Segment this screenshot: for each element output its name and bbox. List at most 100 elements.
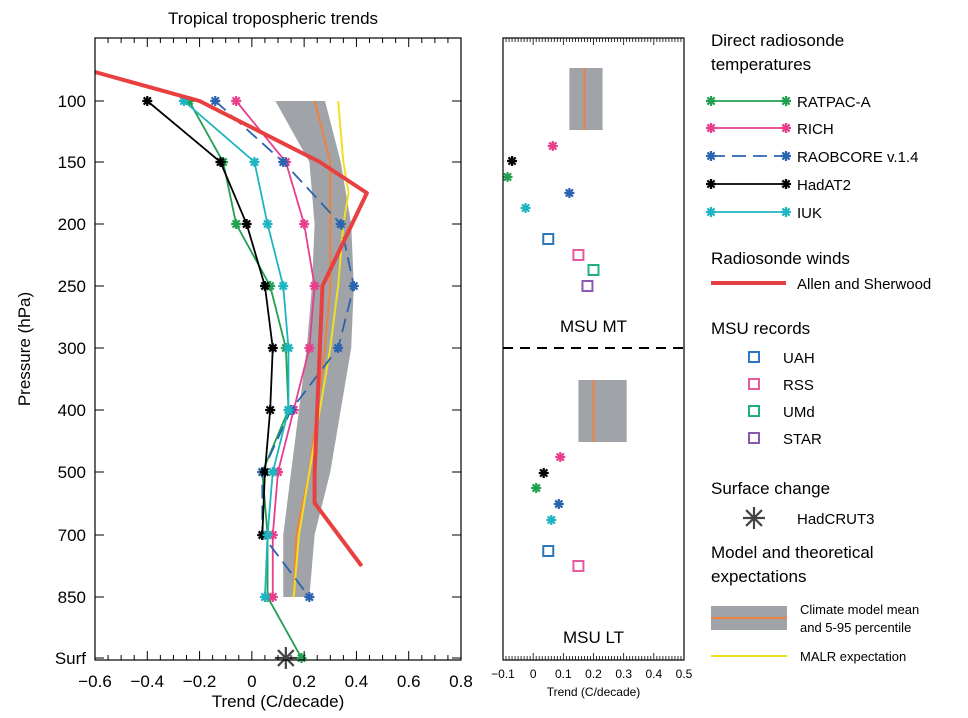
left-plot: −0.6 −0.4 −0.2 0 0.2 0.4 0.6 0.8 Trend (C/decade… — [15, 37, 473, 711]
legend-item-label: MALR expectation — [800, 649, 906, 664]
x-tick-label: 0.1 — [555, 667, 572, 681]
x-tick-label: −0.1 — [491, 667, 515, 681]
point-star-8 — [581, 280, 594, 292]
point-hadcrut3-0 — [274, 647, 297, 669]
x-axis-label: Trend (C/decade) — [212, 692, 345, 711]
plot-area — [94, 70, 369, 669]
point-iuk-7 — [262, 530, 273, 540]
point-hadat2-5 — [265, 405, 276, 415]
legend-swatch-marker — [706, 123, 716, 133]
point-raobcore-v-1-4-3 — [348, 281, 359, 291]
model-mean-line — [292, 100, 332, 598]
point-raobcore-v-1-4-8 — [304, 592, 315, 602]
legend-item-ratpac-a: RATPAC-A — [706, 94, 871, 111]
x-tick-label: 0.8 — [449, 672, 473, 691]
point-raobcore-v-1-4-3 — [564, 188, 575, 198]
point-iuk-8 — [259, 592, 270, 602]
x-tick-label: 0.2 — [585, 667, 602, 681]
point-hadat2-0 — [142, 96, 153, 106]
model-band — [569, 68, 603, 130]
legend-swatch-star — [748, 432, 760, 444]
legend-item-label: STAR — [783, 431, 822, 448]
point-iuk-1 — [249, 157, 260, 167]
legend-item-hadat2: HadAT2 — [706, 177, 851, 194]
x-tick-label: 0.5 — [676, 667, 693, 681]
x-tick-label: 0.4 — [345, 672, 369, 691]
point-iuk-4 — [546, 515, 557, 525]
legend-item-label: HadCRUT3 — [797, 511, 875, 528]
y-tick-label: 850 — [58, 588, 86, 607]
point-iuk-4 — [520, 203, 531, 213]
panel-msu-lt: MSU LT — [531, 380, 627, 647]
right-x-axis: −0.1 0 0.1 0.2 0.3 0.4 0.5 Trend (C/decade) — [491, 38, 693, 699]
point-hadat2-1 — [507, 156, 518, 166]
legend-item-rich: RICH — [706, 121, 834, 138]
point-rich-4 — [304, 343, 315, 353]
y-axis-label: Pressure (hPa) — [15, 292, 34, 406]
legend-item-label: RICH — [797, 121, 834, 138]
legend-swatch-uah — [748, 351, 760, 363]
legend-item-label-line: and 5-95 percentile — [800, 620, 911, 635]
x-tick-label: 0.6 — [397, 672, 421, 691]
legend-swatch-marker — [706, 96, 716, 106]
point-hadat2-1 — [215, 157, 226, 167]
legend-title-line: Direct radiosonde — [711, 31, 844, 50]
point-hadat2-6 — [259, 467, 270, 477]
x-tick-label: 0 — [530, 667, 537, 681]
point-rich-3 — [309, 281, 320, 291]
legend-item-iuk: IUK — [706, 205, 822, 222]
point-ratpac-a-3 — [265, 281, 276, 291]
left-plot-frame — [94, 37, 462, 661]
legend-swatch-marker — [706, 207, 716, 217]
point-ratpac-a-2 — [231, 219, 242, 229]
point-rich-7 — [267, 530, 278, 540]
legend-title-line: temperatures — [711, 55, 811, 74]
point-rich-0 — [555, 452, 566, 462]
point-raobcore-v-1-4-3 — [553, 499, 564, 509]
y-tick-label: 200 — [58, 215, 86, 234]
x-tick-label: −0.4 — [131, 672, 165, 691]
legend-swatch-marker — [781, 179, 791, 189]
x-tick-label: −0.2 — [183, 672, 217, 691]
point-rss-6 — [572, 249, 585, 261]
legend-swatch-marker — [781, 123, 791, 133]
point-raobcore-v-1-4-4 — [333, 343, 344, 353]
y-tick-label: Surf — [55, 649, 86, 668]
legend-swatch-hadcrut3 — [743, 507, 765, 529]
legend-item-label: RATPAC-A — [797, 94, 871, 111]
y-tick-label: 500 — [58, 463, 86, 482]
y-tick-label: 150 — [58, 153, 86, 172]
y-tick-label: 250 — [58, 277, 86, 296]
panel-label: MSU LT — [563, 628, 624, 647]
y-tick-label: 700 — [58, 526, 86, 545]
legend-item-label: UMd — [783, 404, 815, 421]
model-band — [275, 101, 354, 597]
legend-item-label: HadAT2 — [797, 177, 851, 194]
point-uah-5 — [542, 545, 555, 557]
series-line-allen-and-sherwood — [94, 70, 369, 568]
point-iuk-5 — [283, 405, 294, 415]
x-tick-label: 0.4 — [645, 667, 662, 681]
x-tick-label: 0.2 — [292, 672, 316, 691]
point-rich-6 — [273, 467, 283, 477]
point-ratpac-a-9 — [296, 653, 307, 663]
legend-item-label: RSS — [783, 377, 814, 394]
point-iuk-6 — [267, 467, 278, 477]
x-tick-label: 0 — [247, 672, 256, 691]
legend-swatch-rss — [748, 378, 760, 390]
x-axis-label: Trend (C/decade) — [547, 685, 641, 699]
y-tick-label: 400 — [58, 401, 86, 420]
legend-swatch-marker — [781, 151, 791, 161]
left-x-axis: −0.6 −0.4 −0.2 0 0.2 0.4 0.6 0.8 Trend (C/decade… — [78, 38, 473, 711]
point-iuk-3 — [278, 281, 289, 291]
chart-title: Tropical tropospheric trends — [168, 9, 378, 28]
point-ratpac-a-2 — [531, 483, 542, 493]
point-iuk-2 — [262, 219, 273, 229]
x-tick-label: 0.3 — [615, 667, 632, 681]
y-tick-label: 300 — [58, 339, 86, 358]
point-raobcore-v-1-4-2 — [335, 219, 346, 229]
point-rich-2 — [299, 219, 310, 229]
panel-msu-mt: MSU MT — [502, 68, 627, 336]
legend-item-label: IUK — [797, 205, 822, 222]
